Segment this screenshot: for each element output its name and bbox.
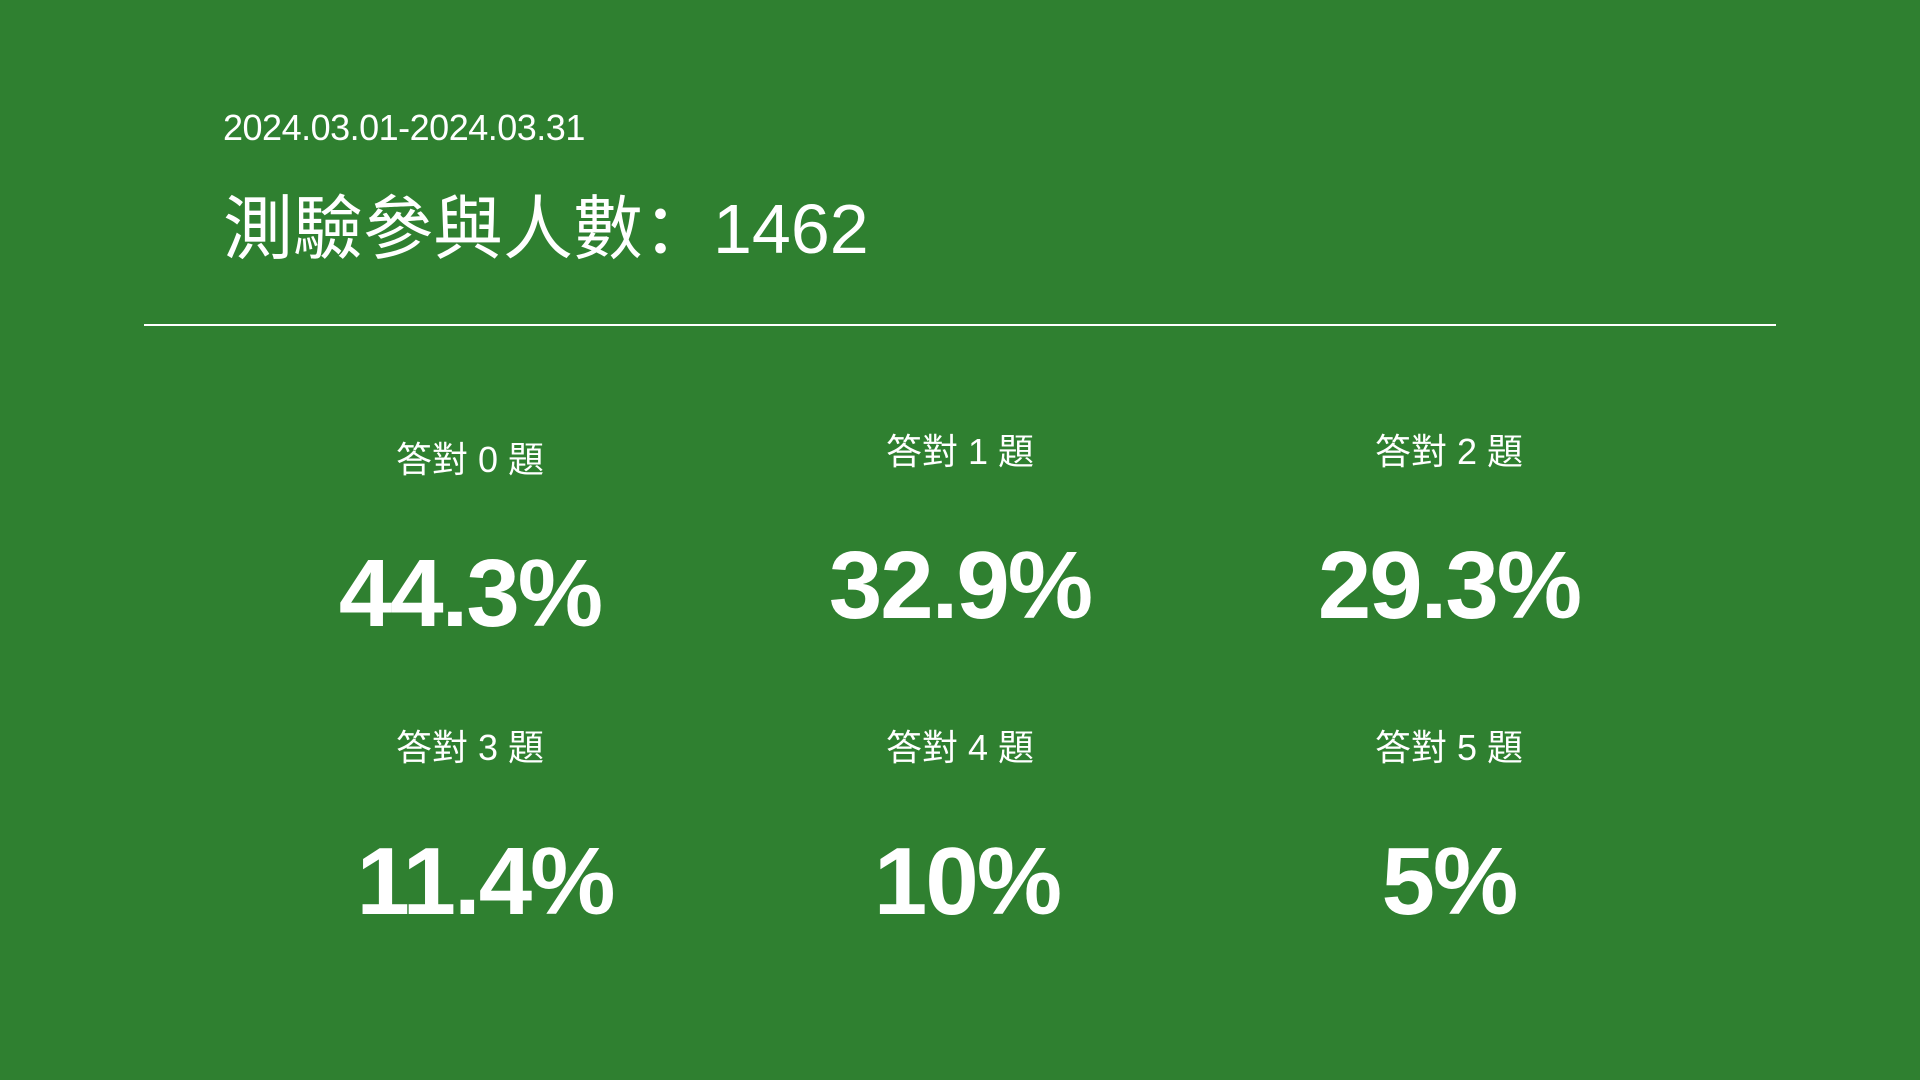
stat-value: 11.4% xyxy=(356,828,616,935)
stat-label: 答對 2 題 xyxy=(1374,431,1524,472)
stat-value: 32.9% xyxy=(828,532,1093,639)
stat-card-5-correct: 答對 5 題 5% xyxy=(1219,724,1679,937)
stat-label: 答對 4 題 xyxy=(885,727,1035,768)
stat-value: 44.3% xyxy=(338,540,603,647)
stat-card-0-correct: 答對 0 題 44.3% xyxy=(240,436,700,649)
stat-card-1-correct: 答對 1 題 32.9% xyxy=(730,428,1190,641)
participant-count-title: 測驗參與人數：1462 xyxy=(223,190,869,268)
divider xyxy=(144,324,1776,326)
date-range: 2024.03.01-2024.03.31 xyxy=(223,107,585,148)
stat-label: 答對 1 題 xyxy=(885,431,1035,472)
stat-card-3-correct: 答對 3 題 11.4% xyxy=(255,724,715,937)
stat-value: 29.3% xyxy=(1317,532,1582,639)
stat-label: 答對 0 題 xyxy=(395,439,545,480)
stat-value: 5% xyxy=(1381,828,1519,935)
stat-card-2-correct: 答對 2 題 29.3% xyxy=(1219,428,1679,641)
stat-label: 答對 5 題 xyxy=(1374,727,1524,768)
stat-value: 10% xyxy=(873,828,1062,935)
stat-card-4-correct: 答對 4 題 10% xyxy=(730,724,1190,937)
stat-label: 答對 3 題 xyxy=(395,727,545,768)
